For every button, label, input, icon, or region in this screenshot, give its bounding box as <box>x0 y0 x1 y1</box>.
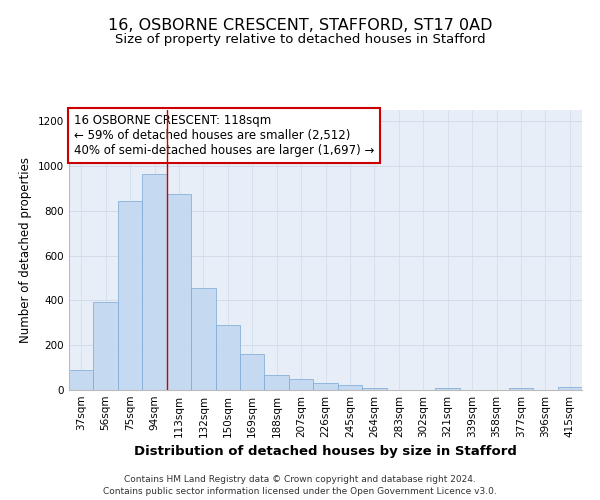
Bar <box>191 288 215 390</box>
Bar <box>215 325 240 390</box>
Bar <box>362 388 386 390</box>
Bar <box>118 200 142 390</box>
Bar <box>289 379 313 390</box>
Bar <box>338 385 362 390</box>
Bar <box>167 194 191 390</box>
X-axis label: Distribution of detached houses by size in Stafford: Distribution of detached houses by size … <box>134 446 517 458</box>
Text: Contains HM Land Registry data © Crown copyright and database right 2024.: Contains HM Land Registry data © Crown c… <box>124 475 476 484</box>
Y-axis label: Number of detached properties: Number of detached properties <box>19 157 32 343</box>
Text: 16 OSBORNE CRESCENT: 118sqm
← 59% of detached houses are smaller (2,512)
40% of : 16 OSBORNE CRESCENT: 118sqm ← 59% of det… <box>74 114 374 157</box>
Bar <box>142 174 167 390</box>
Bar <box>313 384 338 390</box>
Text: Contains public sector information licensed under the Open Government Licence v3: Contains public sector information licen… <box>103 487 497 496</box>
Text: 16, OSBORNE CRESCENT, STAFFORD, ST17 0AD: 16, OSBORNE CRESCENT, STAFFORD, ST17 0AD <box>108 18 492 32</box>
Bar <box>94 302 118 390</box>
Text: Size of property relative to detached houses in Stafford: Size of property relative to detached ho… <box>115 32 485 46</box>
Bar <box>69 370 94 390</box>
Bar <box>557 386 582 390</box>
Bar <box>509 388 533 390</box>
Bar <box>240 354 265 390</box>
Bar <box>436 388 460 390</box>
Bar <box>265 375 289 390</box>
